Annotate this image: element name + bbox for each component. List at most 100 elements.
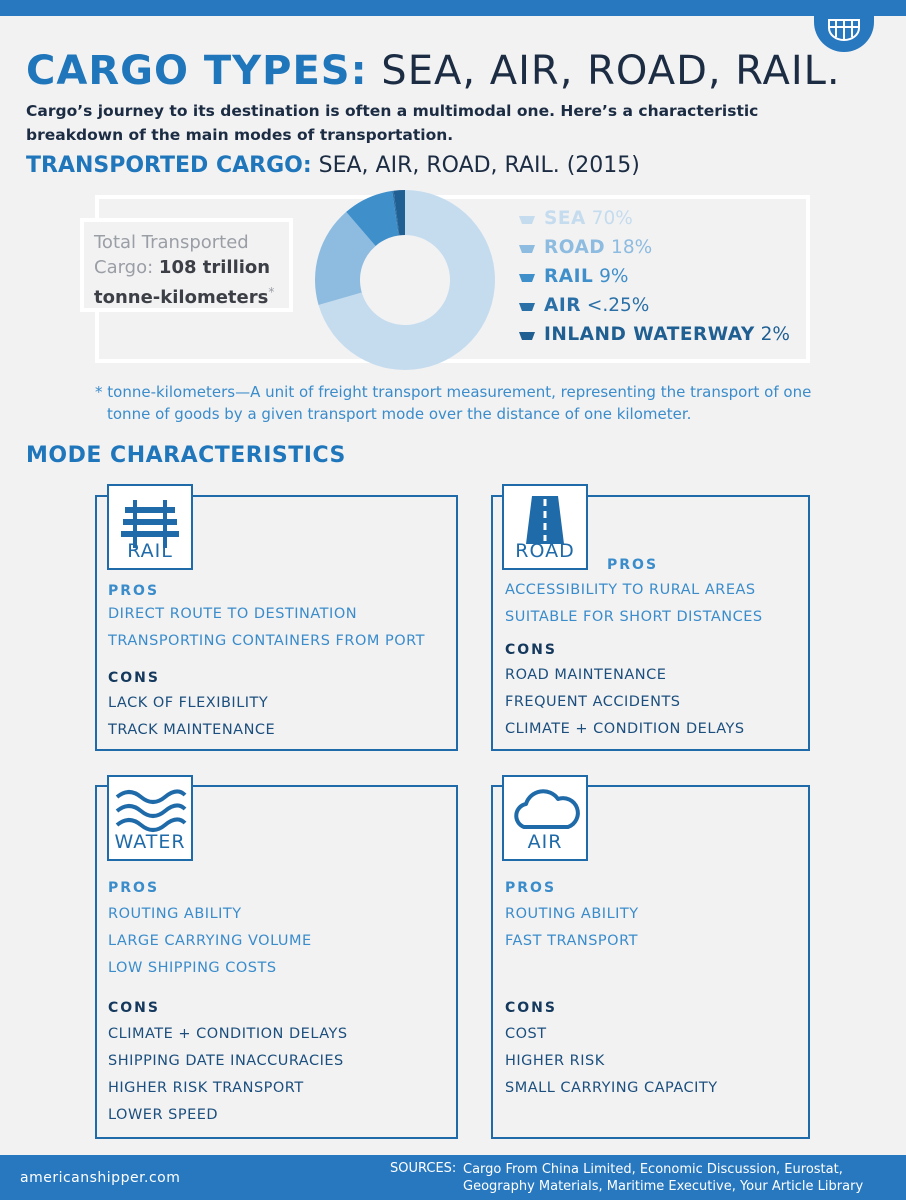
mode-label: WATER <box>114 831 186 853</box>
total-box: Total Transported Cargo: 108 trillion to… <box>80 218 293 312</box>
title-bold: CARGO TYPES: <box>26 48 368 94</box>
legend-value: 2% <box>760 324 790 345</box>
top-bar <box>0 0 906 16</box>
con-item: SHIPPING DATE INACCURACIES <box>108 1053 344 1069</box>
pro-item: TRANSPORTING CONTAINERS FROM PORT <box>108 633 426 649</box>
total-label: Total Transported <box>94 232 249 253</box>
con-item: FREQUENT ACCIDENTS <box>505 694 681 710</box>
mode-icon <box>115 789 187 832</box>
pro-item: DIRECT ROUTE TO DESTINATION <box>108 606 358 622</box>
title: CARGO TYPES: SEA, AIR, ROAD, RAIL. <box>26 48 841 94</box>
con-item: LOWER SPEED <box>108 1107 219 1123</box>
con-item: CLIMATE + CONDITION DELAYS <box>108 1026 348 1042</box>
pros-heading: PROS <box>607 557 659 573</box>
pros-heading: PROS <box>108 880 160 896</box>
cons-heading: CONS <box>505 1000 557 1016</box>
con-item: LACK OF FLEXIBILITY <box>108 695 269 711</box>
footnote: * tonne-kilometers—A unit of freight tra… <box>95 381 825 425</box>
sources: Cargo From China Limited, Economic Discu… <box>463 1162 864 1194</box>
chart-heading: TRANSPORTED CARGO: SEA, AIR, ROAD, RAIL.… <box>26 153 640 178</box>
legend: SEA 70% ROAD 18% RAIL 9% AIR <.25% INLAND WA… <box>518 208 808 358</box>
legend-icon <box>519 216 535 224</box>
con-item: SMALL CARRYING CAPACITY <box>505 1080 718 1096</box>
total-mark: * <box>268 285 275 299</box>
legend-icon <box>519 332 535 340</box>
pro-item: LOW SHIPPING COSTS <box>108 960 277 976</box>
legend-label: AIR <box>544 295 581 316</box>
mode-label: RAIL <box>127 540 173 562</box>
cons-heading: CONS <box>108 1000 160 1016</box>
donut-slice <box>315 211 376 305</box>
mode-label: AIR <box>527 831 563 853</box>
legend-label: RAIL <box>544 266 594 287</box>
legend-icon-shape <box>519 332 535 340</box>
legend-icon <box>519 303 535 311</box>
donut-slice <box>392 190 400 236</box>
total-label: Cargo: <box>94 257 154 278</box>
intro: Cargo’s journey to its destination is of… <box>26 102 759 144</box>
legend-value: 18% <box>611 237 653 258</box>
con-item: TRACK MAINTENANCE <box>108 722 276 738</box>
pro-item: ROUTING ABILITY <box>505 906 639 922</box>
legend-item: SEA 70% <box>518 208 633 229</box>
pro-item: FAST TRANSPORT <box>505 933 638 949</box>
mode-box <box>491 785 810 1139</box>
logo <box>814 0 874 52</box>
section-title: MODE CHARACTERISTICS <box>26 443 346 468</box>
pros-heading: PROS <box>505 880 557 896</box>
legend-icon-shape <box>519 245 535 253</box>
legend-value: <.25% <box>586 295 650 316</box>
legend-icon <box>519 245 535 253</box>
mode-tab: AIR <box>502 775 588 861</box>
donut-chart <box>315 190 495 370</box>
title-rest: SEA, AIR, ROAD, RAIL. <box>381 48 841 94</box>
legend-value: 70% <box>591 208 633 229</box>
pro-item: ACCESSIBILITY TO RURAL AREAS <box>505 582 756 598</box>
pros-heading: PROS <box>108 583 160 599</box>
footer-site: americanshipper.com <box>20 1170 181 1186</box>
sources-label: SOURCES: <box>390 1161 457 1176</box>
mode-tab: ROAD <box>502 484 588 570</box>
legend-item: RAIL 9% <box>518 266 629 287</box>
con-item: HIGHER RISK TRANSPORT <box>108 1080 304 1096</box>
legend-icon-shape <box>519 216 535 224</box>
pro-item: ROUTING ABILITY <box>108 906 242 922</box>
legend-item: AIR <.25% <box>518 295 649 316</box>
donut-slice <box>318 190 495 370</box>
pro-item: LARGE CARRYING VOLUME <box>108 933 312 949</box>
legend-icon-shape <box>519 274 535 282</box>
footer: americanshipper.com SOURCES: Cargo From … <box>0 1155 906 1200</box>
legend-item: INLAND WATERWAY 2% <box>518 324 790 345</box>
con-item: COST <box>505 1026 547 1042</box>
chart-title: TRANSPORTED CARGO: <box>26 153 312 178</box>
legend-label: INLAND WATERWAY <box>544 324 755 345</box>
donut-slice <box>393 190 405 236</box>
legend-icon-shape <box>519 303 535 311</box>
mode-tab: RAIL <box>107 484 193 570</box>
mode-box <box>491 495 810 751</box>
legend-label: ROAD <box>544 237 606 258</box>
cons-heading: CONS <box>505 642 557 658</box>
mode-label: ROAD <box>515 540 575 562</box>
mode-box <box>95 495 458 751</box>
footnote-mark: * <box>95 383 103 401</box>
legend-icon <box>519 274 535 282</box>
mode-icon <box>121 500 179 548</box>
legend-label: SEA <box>544 208 586 229</box>
total-value: tonne-kilometers <box>94 287 269 308</box>
total-value: 108 trillion <box>158 257 271 278</box>
mode-tab: WATER <box>107 775 193 861</box>
mode-icon <box>526 496 564 544</box>
legend-value: 9% <box>599 266 629 287</box>
chart-subtitle: SEA, AIR, ROAD, RAIL. (2015) <box>318 153 640 178</box>
mode-box <box>95 785 458 1139</box>
footnote-text: tonne-kilometers—A unit of freight trans… <box>107 383 812 423</box>
donut-slice <box>346 190 399 246</box>
legend-item: ROAD 18% <box>518 237 652 258</box>
pro-item: SUITABLE FOR SHORT DISTANCES <box>505 609 763 625</box>
con-item: HIGHER RISK <box>505 1053 605 1069</box>
con-item: CLIMATE + CONDITION DELAYS <box>505 721 745 737</box>
cons-heading: CONS <box>108 670 160 686</box>
mode-icon <box>514 789 580 829</box>
